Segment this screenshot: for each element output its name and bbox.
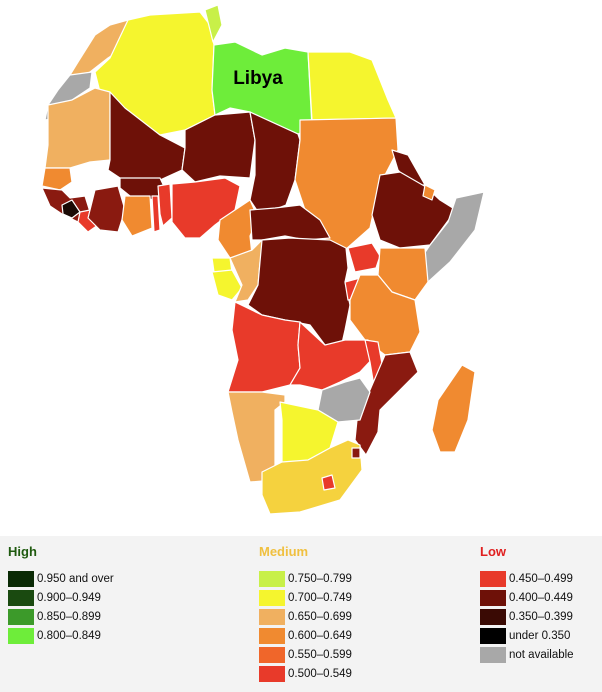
legend-label: 0.350–0.399	[509, 610, 573, 623]
country-senegal	[41, 167, 73, 191]
country-cameroon	[217, 199, 259, 259]
legend-swatch	[259, 589, 285, 606]
legend-title-low: Low	[480, 544, 506, 559]
legend-group-low: Low 0.450–0.499 0.400–0.449 0.350–0.399 und…	[480, 542, 574, 664]
legend-label: 0.550–0.599	[288, 648, 352, 661]
legend-label: 0.600–0.649	[288, 629, 352, 642]
legend-label: 0.450–0.499	[509, 572, 573, 585]
legend-swatch	[8, 589, 34, 606]
legend-title-high: High	[8, 544, 37, 559]
legend-swatch	[8, 627, 34, 644]
legend-panel: High 0.950 and over 0.900–0.949 0.850–0.89…	[0, 536, 602, 692]
legend-label: 0.800–0.849	[37, 629, 101, 642]
legend-label: 0.750–0.799	[288, 572, 352, 585]
legend-group-high: High 0.950 and over 0.900–0.949 0.850–0.89…	[8, 542, 114, 645]
legend-item: 0.650–0.699	[259, 607, 352, 626]
country-zambia	[289, 321, 376, 391]
libya-label: Libya	[233, 68, 283, 89]
country-ghana	[121, 195, 153, 237]
legend-swatch	[259, 646, 285, 663]
legend-item: 0.400–0.449	[480, 588, 574, 607]
country-sierra-leone	[61, 199, 81, 219]
legend-swatch	[480, 570, 506, 587]
legend-label: 0.700–0.749	[288, 591, 352, 604]
legend-label: under 0.350	[509, 629, 571, 642]
legend-label: 0.900–0.949	[37, 591, 101, 604]
legend-item: not available	[480, 645, 574, 664]
legend-list-medium: 0.750–0.799 0.700–0.749 0.650–0.699 0.600–0…	[259, 569, 352, 683]
country-tunisia	[204, 4, 223, 43]
legend-group-medium: Medium 0.750–0.799 0.700–0.749 0.650–0.699…	[259, 542, 352, 683]
legend-swatch	[480, 608, 506, 625]
legend-item: 0.700–0.749	[259, 588, 352, 607]
legend-item: under 0.350	[480, 626, 574, 645]
legend-label: 0.650–0.699	[288, 610, 352, 623]
country-uganda	[347, 242, 381, 273]
legend-item: 0.850–0.899	[8, 607, 114, 626]
legend-swatch	[259, 608, 285, 625]
country-djibouti	[422, 184, 436, 201]
legend-label: not available	[509, 648, 574, 661]
legend-item: 0.350–0.399	[480, 607, 574, 626]
country-cote-divoire	[87, 185, 126, 233]
legend-swatch	[259, 570, 285, 587]
country-south-africa	[261, 439, 363, 515]
legend-item: 0.950 and over	[8, 569, 114, 588]
legend-label: 0.400–0.449	[509, 591, 573, 604]
africa-map: Libya	[41, 4, 485, 515]
legend-item: 0.900–0.949	[8, 588, 114, 607]
legend-swatch	[480, 646, 506, 663]
country-togo	[151, 195, 161, 233]
country-madagascar	[431, 364, 476, 453]
legend-item: 0.450–0.499	[480, 569, 574, 588]
legend-swatch	[259, 627, 285, 644]
legend-item: 0.800–0.849	[8, 626, 114, 645]
legend-list-high: 0.950 and over 0.900–0.949 0.850–0.899 0.80…	[8, 569, 114, 645]
legend-item: 0.750–0.799	[259, 569, 352, 588]
country-namibia	[227, 391, 286, 483]
country-liberia	[77, 209, 99, 233]
legend-label: 0.850–0.899	[37, 610, 101, 623]
africa-map-svg: Libya	[41, 4, 485, 515]
legend-swatch	[8, 570, 34, 587]
legend-item: 0.600–0.649	[259, 626, 352, 645]
legend-item: 0.500–0.549	[259, 664, 352, 683]
legend-swatch	[259, 665, 285, 682]
country-benin	[157, 183, 173, 227]
legend-list-low: 0.450–0.499 0.400–0.449 0.350–0.399 under 0…	[480, 569, 574, 664]
legend-swatch	[8, 608, 34, 625]
country-niger	[181, 111, 256, 183]
country-egypt	[307, 51, 397, 121]
legend-swatch	[480, 589, 506, 606]
legend-label: 0.950 and over	[37, 572, 114, 585]
country-swaziland	[351, 447, 361, 459]
legend-swatch	[480, 627, 506, 644]
country-gabon	[211, 269, 243, 301]
legend-label: 0.500–0.549	[288, 667, 352, 680]
legend-item: 0.550–0.599	[259, 645, 352, 664]
country-lesotho	[321, 474, 336, 491]
legend-title-medium: Medium	[259, 544, 309, 559]
